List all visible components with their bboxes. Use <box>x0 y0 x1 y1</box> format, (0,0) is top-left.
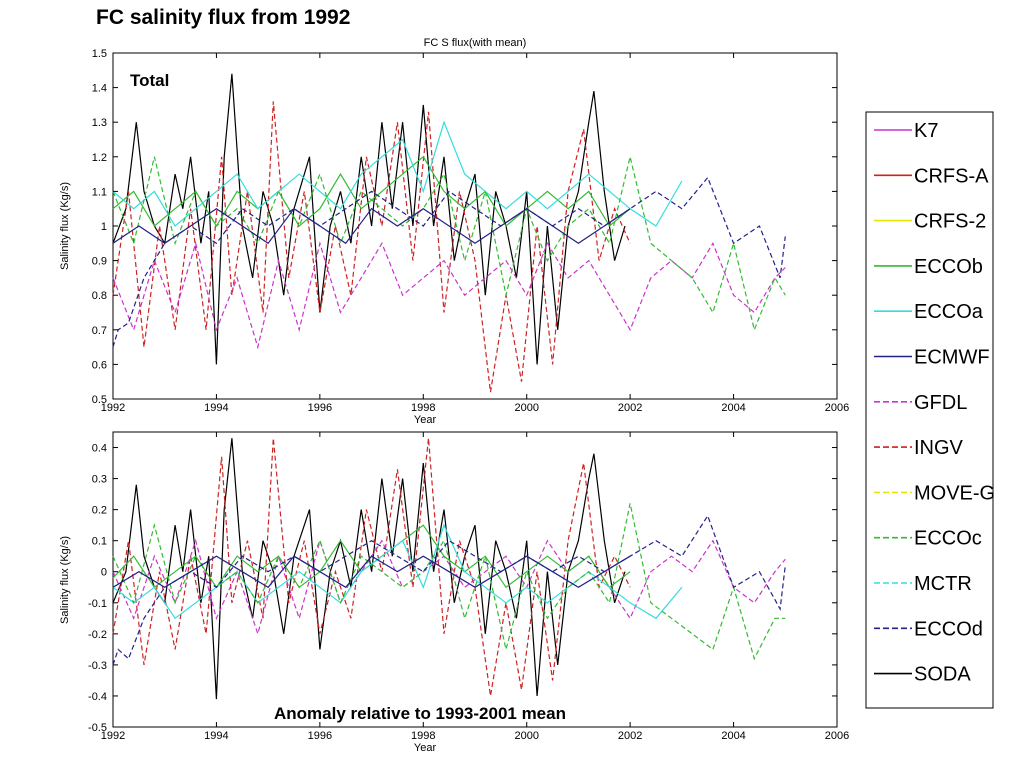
legend-label: ECCOc <box>914 528 982 550</box>
legend-item-ecmwf: ECMWF <box>874 347 990 369</box>
y-tick-label: 0.3 <box>92 474 107 486</box>
x-tick-label: 1992 <box>101 730 125 742</box>
series-line-ecmwf <box>112 555 631 589</box>
y-tick-label: -0.1 <box>88 598 107 610</box>
legend-item-k7: K7 <box>874 120 938 142</box>
legend-item-eccoa: ECCOa <box>874 301 984 323</box>
x-tick-label: 1994 <box>204 402 228 414</box>
y-tick-label: 0 <box>101 567 107 579</box>
legend-item-mctr: MCTR <box>874 573 972 595</box>
legend-label: ECCOb <box>914 256 983 278</box>
y-tick-label: -0.2 <box>88 629 107 641</box>
x-tick-label: 1998 <box>411 730 435 742</box>
x-tick-label: 2002 <box>618 730 642 742</box>
x-tick-label: 2004 <box>721 402 745 414</box>
series-line-eccoc <box>112 156 786 332</box>
y-tick-label: 1.1 <box>92 186 107 198</box>
y-tick-label: 0.2 <box>92 505 107 517</box>
legend-item-crfs-a: CRFS-A <box>874 165 989 187</box>
x-tick-label: 2000 <box>514 402 538 414</box>
x-tick-label: 1994 <box>204 730 228 742</box>
x-tick-label: 2006 <box>825 730 849 742</box>
plot-annotation: Anomaly relative to 1993-2001 mean <box>274 704 566 723</box>
y-tick-label: 0.9 <box>92 256 107 268</box>
legend-label: ECCOa <box>914 301 984 323</box>
legend-label: K7 <box>914 120 938 142</box>
series-line-ingv <box>112 101 631 393</box>
slide-title: FC salinity flux from 1992 <box>96 6 351 29</box>
y-tick-label: 1.5 <box>92 48 107 60</box>
bottom-panel: 1992 1994 1996 1998 2000 2002 2004 2006 -0.5 -0.4… <box>59 431 849 754</box>
x-tick-label: 2006 <box>825 402 849 414</box>
y-tick-label: 0.6 <box>92 359 107 371</box>
legend-item-eccoc: ECCOc <box>874 528 982 550</box>
legend-label: MCTR <box>914 573 972 595</box>
y-tick-label: 0.8 <box>92 290 107 302</box>
x-axis-label: Year <box>414 742 437 754</box>
y-axis-label: Salinity flux (Kg/s) <box>59 182 71 270</box>
x-tick-label: 2000 <box>514 730 538 742</box>
series-line-eccoa <box>112 120 683 227</box>
series-line-eccod <box>112 514 786 666</box>
x-tick-label: 2004 <box>721 730 745 742</box>
x-tick-label: 2002 <box>618 402 642 414</box>
y-tick-label: 0.7 <box>92 325 107 337</box>
x-tick-label: 1996 <box>308 730 332 742</box>
y-axis-label: Salinity flux (Kg/s) <box>59 536 71 624</box>
legend-item-move-g: MOVE-G <box>874 482 995 504</box>
x-tick-label: 1996 <box>308 402 332 414</box>
series-line-ingv <box>112 438 631 696</box>
legend-item-crfs-2: CRFS-2 <box>874 211 986 233</box>
legend-item-gfdl: GFDL <box>874 392 967 414</box>
series-line-soda <box>112 73 626 365</box>
legend-label: MOVE-G <box>914 482 995 504</box>
y-tick-label: 1.2 <box>92 152 107 164</box>
top-panel: 1992 1994 1996 1998 2000 2002 2004 2006 0.5 0.6 0.… <box>59 37 849 426</box>
x-tick-label: 1998 <box>411 402 435 414</box>
y-tick-label: 0.1 <box>92 536 107 548</box>
series-line-eccoc <box>112 503 786 661</box>
legend-item-ingv: INGV <box>874 437 964 459</box>
y-tick-label: 1 <box>101 221 107 233</box>
legend-label: CRFS-A <box>914 165 989 187</box>
series-line-ecmwf <box>112 207 631 245</box>
legend: K7 CRFS-A CRFS-2 ECCOb ECCOa ECMWF GFDL INGV MOV… <box>865 111 995 709</box>
legend-item-eccob: ECCOb <box>874 256 983 278</box>
legend-label: GFDL <box>914 392 967 414</box>
y-tick-label: -0.5 <box>88 722 107 734</box>
y-tick-label: 1.4 <box>92 83 107 95</box>
y-tick-label: 1.3 <box>92 117 107 129</box>
legend-box <box>865 111 994 709</box>
legend-label: INGV <box>914 437 964 459</box>
x-tick-label: 1992 <box>101 402 125 414</box>
series-line-gfdl <box>112 538 786 636</box>
legend-label: SODA <box>914 664 971 686</box>
legend-label: CRFS-2 <box>914 211 986 233</box>
x-axis-label: Year <box>414 414 437 426</box>
series-lines <box>112 73 786 393</box>
y-tick-label: 0.4 <box>92 443 107 455</box>
plot-annotation: Total <box>130 71 169 90</box>
plot-title: FC S flux(with mean) <box>424 37 527 49</box>
series-lines <box>112 438 786 700</box>
y-tick-label: 0.5 <box>92 394 107 406</box>
legend-label: ECMWF <box>914 347 990 369</box>
y-tick-label: -0.3 <box>88 660 107 672</box>
legend-item-soda: SODA <box>874 664 971 686</box>
legend-label: ECCOd <box>914 618 983 640</box>
legend-item-eccod: ECCOd <box>874 618 983 640</box>
y-tick-label: -0.4 <box>88 691 107 703</box>
